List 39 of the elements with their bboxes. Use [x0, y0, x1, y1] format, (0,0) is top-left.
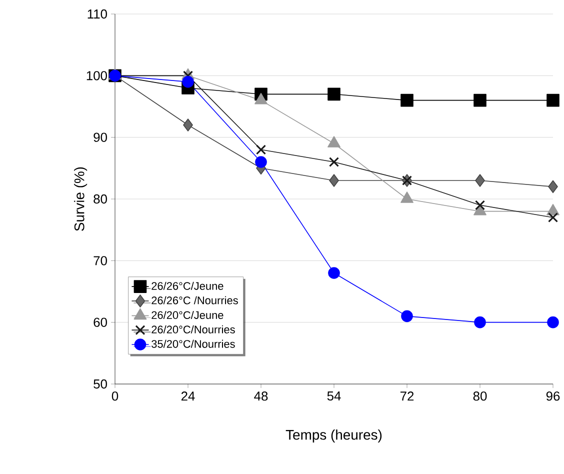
- y-tick-label: 80: [94, 194, 107, 204]
- legend-label: 26/26°C /Nourries: [152, 296, 238, 304]
- y-tick-label: 110: [88, 9, 107, 19]
- y-tick-label: 70: [94, 256, 107, 266]
- y-axis-title: Survie (%): [74, 167, 88, 231]
- point: [475, 174, 485, 187]
- point: [183, 118, 193, 132]
- point: [255, 156, 267, 168]
- point: [328, 267, 340, 279]
- point: [400, 94, 414, 107]
- x-tick-label: 80: [473, 392, 487, 401]
- point: [328, 88, 340, 101]
- x-tick-label: 0: [112, 392, 118, 401]
- legend-label: 35/20°C/Nourries: [152, 340, 235, 348]
- legend-label: 26/20°C/Jeune: [152, 310, 224, 319]
- point: [182, 76, 194, 88]
- point: [329, 174, 339, 187]
- x-axis-title: Temps (heures): [286, 430, 382, 443]
- x-tick-label: 96: [546, 392, 560, 401]
- point: [548, 180, 558, 194]
- point: [474, 200, 486, 210]
- point: [548, 212, 558, 223]
- legend-label: 26/26°C/Jeune: [152, 282, 224, 290]
- point: [474, 316, 486, 328]
- x-tick-label: 54: [327, 392, 341, 401]
- point: [256, 144, 266, 155]
- legend-label: 26/20°C/Nourries: [152, 325, 235, 334]
- y-tick-label: 100: [86, 71, 107, 80]
- y-tick-label: 90: [94, 132, 107, 142]
- x-tick-label: 24: [181, 392, 195, 401]
- point: [547, 316, 559, 328]
- point: [546, 94, 560, 107]
- x-tick-label: 72: [400, 392, 414, 401]
- point: [328, 156, 340, 168]
- y-tick-label: 60: [94, 318, 107, 327]
- y-tick-label: 50: [94, 379, 107, 389]
- point: [401, 310, 413, 322]
- x-tick-label: 48: [254, 392, 268, 401]
- point: [474, 94, 486, 107]
